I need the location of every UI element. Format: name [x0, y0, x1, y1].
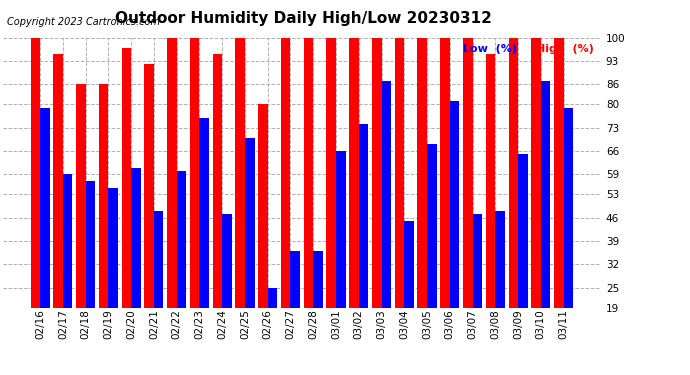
Bar [154, 211, 164, 308]
Text: Outdoor Humidity Daily High/Low 20230312: Outdoor Humidity Daily High/Low 20230312 [115, 11, 492, 26]
Bar [417, 38, 427, 308]
Bar [290, 251, 300, 308]
Bar [564, 108, 573, 307]
Bar [190, 38, 199, 308]
Bar [86, 181, 95, 308]
Bar [473, 214, 482, 308]
Bar [235, 38, 245, 308]
Bar [359, 124, 368, 308]
Bar [541, 81, 551, 308]
Bar [336, 151, 346, 308]
Legend: Low  (%), High  (%): Low (%), High (%) [447, 43, 595, 55]
Bar [199, 117, 209, 308]
Bar [427, 144, 437, 308]
Bar [167, 38, 177, 308]
Bar [121, 48, 131, 308]
Bar [63, 174, 72, 308]
Bar [30, 38, 40, 308]
Bar [382, 81, 391, 308]
Bar [531, 38, 541, 308]
Bar [440, 38, 450, 308]
Bar [518, 154, 528, 308]
Bar [108, 188, 118, 308]
Bar [144, 64, 154, 308]
Bar [372, 38, 382, 308]
Bar [450, 101, 460, 308]
Bar [268, 288, 277, 308]
Bar [131, 168, 141, 308]
Bar [213, 54, 222, 307]
Bar [404, 221, 414, 308]
Text: Copyright 2023 Cartronics.com: Copyright 2023 Cartronics.com [7, 17, 160, 27]
Bar [554, 38, 564, 308]
Bar [326, 38, 336, 308]
Bar [463, 38, 473, 308]
Bar [222, 214, 232, 308]
Bar [177, 171, 186, 308]
Bar [99, 84, 108, 308]
Bar [486, 54, 495, 307]
Bar [395, 38, 404, 308]
Bar [53, 54, 63, 307]
Bar [281, 38, 290, 308]
Bar [258, 104, 268, 308]
Bar [495, 211, 505, 308]
Bar [245, 138, 255, 308]
Bar [313, 251, 323, 308]
Bar [509, 38, 518, 308]
Bar [76, 84, 86, 308]
Bar [304, 38, 313, 308]
Bar [40, 108, 50, 307]
Bar [349, 38, 359, 308]
